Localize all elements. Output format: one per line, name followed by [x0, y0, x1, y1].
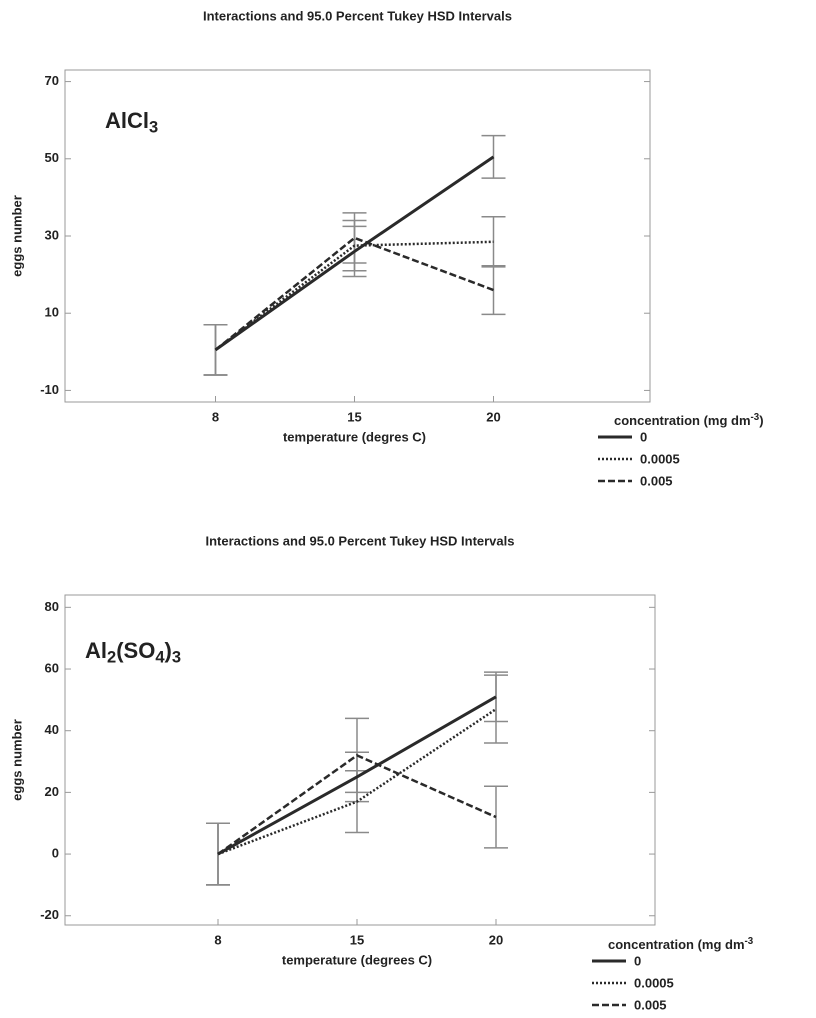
- legend-title-part: concentration (mg dm: [608, 937, 745, 952]
- annotation-part: AlCl: [105, 108, 149, 133]
- annotation-part: 3: [172, 649, 181, 667]
- x-axis-label: temperature (degres C): [283, 429, 426, 444]
- y-tick-label: 50: [45, 150, 59, 165]
- annotation-part: Al: [85, 638, 107, 663]
- legend-label: 0.005: [634, 997, 667, 1012]
- error-bar: [342, 212, 367, 264]
- annotation: Al2(SO4)3: [85, 638, 181, 667]
- series-line: [214, 155, 495, 352]
- x-axis-label: temperature (degrees C): [282, 952, 432, 967]
- x-tick-label: 8: [212, 409, 219, 424]
- legend-title-part: concentration (mg dm: [614, 413, 751, 428]
- y-tick-label: 20: [45, 784, 59, 799]
- annotation-part: 4: [155, 649, 165, 667]
- chart-title: Interactions and 95.0 Percent Tukey HSD …: [206, 533, 515, 548]
- y-axis-label: eggs number: [9, 719, 24, 801]
- y-tick-label: -20: [40, 907, 59, 922]
- series-line: [217, 753, 497, 856]
- legend-title: concentration (mg dm-3): [614, 411, 764, 428]
- y-tick-label: 80: [45, 599, 59, 614]
- legend-label: 0.0005: [640, 451, 680, 466]
- error-bar: [484, 674, 508, 744]
- x-tick-label: 20: [486, 409, 500, 424]
- annotation-part: (SO: [116, 638, 155, 663]
- error-bar: [203, 324, 228, 376]
- series-line: [214, 240, 494, 351]
- y-tick-label: 60: [45, 660, 59, 675]
- error-bar: [206, 822, 230, 886]
- legend-title-part: ): [759, 413, 763, 428]
- x-tick-label: 15: [347, 409, 361, 424]
- plot-frame: [64, 594, 656, 926]
- legend-title-part: -3: [745, 935, 754, 946]
- series-line: [217, 695, 497, 856]
- y-tick-label: 70: [45, 73, 59, 88]
- legend-title-part: -3: [751, 411, 760, 422]
- legend-label: 0: [634, 953, 641, 968]
- annotation-part: ): [165, 638, 172, 663]
- y-tick-label: 40: [45, 722, 59, 737]
- y-axis-label: eggs number: [9, 195, 24, 277]
- legend-title: concentration (mg dm-3: [608, 935, 754, 952]
- x-tick-label: 8: [214, 932, 221, 947]
- legend-label: 0: [640, 429, 647, 444]
- y-tick-label: -10: [40, 382, 59, 397]
- x-tick-label: 20: [489, 932, 503, 947]
- x-tick-label: 15: [350, 932, 364, 947]
- annotation-part: 2: [107, 649, 116, 667]
- legend-label: 0.0005: [634, 975, 674, 990]
- series-line: [217, 708, 497, 856]
- annotation-part: 3: [149, 119, 158, 137]
- y-tick-label: 10: [45, 305, 59, 320]
- annotation: AlCl3: [105, 108, 158, 137]
- chart-title: Interactions and 95.0 Percent Tukey HSD …: [203, 8, 512, 23]
- y-tick-label: 30: [45, 227, 59, 242]
- y-tick-label: 0: [52, 846, 59, 861]
- legend-label: 0.005: [640, 473, 673, 488]
